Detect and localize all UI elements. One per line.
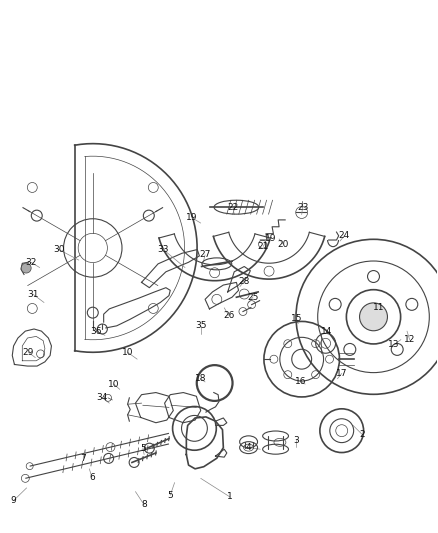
Text: 23: 23 (297, 203, 308, 212)
Text: 14: 14 (321, 327, 332, 336)
Text: 9: 9 (11, 496, 17, 505)
Text: 11: 11 (374, 303, 385, 312)
Text: 26: 26 (223, 311, 234, 320)
Text: 19: 19 (186, 213, 198, 222)
Text: 21: 21 (258, 242, 269, 251)
Text: 33: 33 (158, 245, 169, 254)
Text: 4: 4 (246, 443, 251, 452)
Text: 22: 22 (227, 203, 239, 212)
Text: 36: 36 (91, 327, 102, 336)
Text: 24: 24 (339, 231, 350, 240)
Text: 12: 12 (404, 335, 415, 344)
Text: 18: 18 (195, 374, 206, 383)
Text: 5: 5 (140, 443, 146, 453)
Text: 6: 6 (89, 473, 95, 482)
Text: 29: 29 (23, 348, 34, 357)
Circle shape (360, 303, 388, 331)
Text: 2: 2 (360, 431, 365, 439)
Text: 3: 3 (293, 435, 299, 445)
Text: 10: 10 (108, 379, 120, 389)
Text: 19: 19 (265, 235, 276, 244)
Text: 32: 32 (25, 258, 37, 266)
Text: 13: 13 (388, 341, 400, 350)
Text: 8: 8 (141, 500, 147, 510)
Text: 28: 28 (239, 277, 250, 286)
Text: 7: 7 (80, 454, 86, 463)
Text: 10: 10 (122, 348, 133, 357)
Text: 16: 16 (295, 377, 307, 386)
Text: 15: 15 (291, 314, 302, 323)
Text: 17: 17 (336, 369, 347, 378)
Text: 35: 35 (195, 321, 206, 330)
Text: 27: 27 (199, 251, 211, 260)
Text: 20: 20 (278, 240, 289, 249)
Text: 30: 30 (53, 245, 64, 254)
Text: 1: 1 (227, 492, 233, 502)
Text: 34: 34 (97, 393, 108, 402)
Text: 31: 31 (27, 289, 39, 298)
Text: 25: 25 (247, 293, 258, 302)
Circle shape (21, 263, 31, 273)
Text: 5: 5 (167, 491, 173, 500)
